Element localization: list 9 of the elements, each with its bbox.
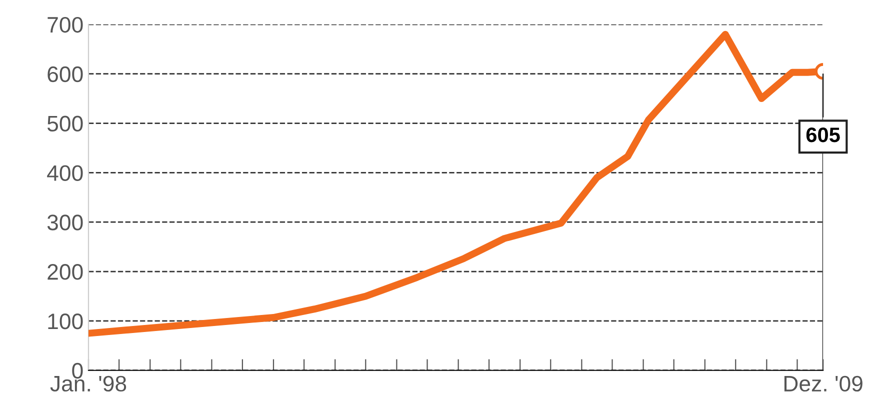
y-tick-label: 100: [48, 313, 83, 330]
y-tick-label: 700: [48, 16, 83, 33]
y-tick-label: 500: [47, 116, 83, 132]
y-tick-label: 600: [48, 66, 83, 82]
y-tick-label: 200: [48, 264, 83, 280]
x-tick-label: Dez. '09: [784, 376, 862, 392]
y-tick-label: 400: [47, 165, 83, 181]
annotation: 605: [806, 127, 840, 142]
y-tick-label: 300: [47, 214, 83, 230]
